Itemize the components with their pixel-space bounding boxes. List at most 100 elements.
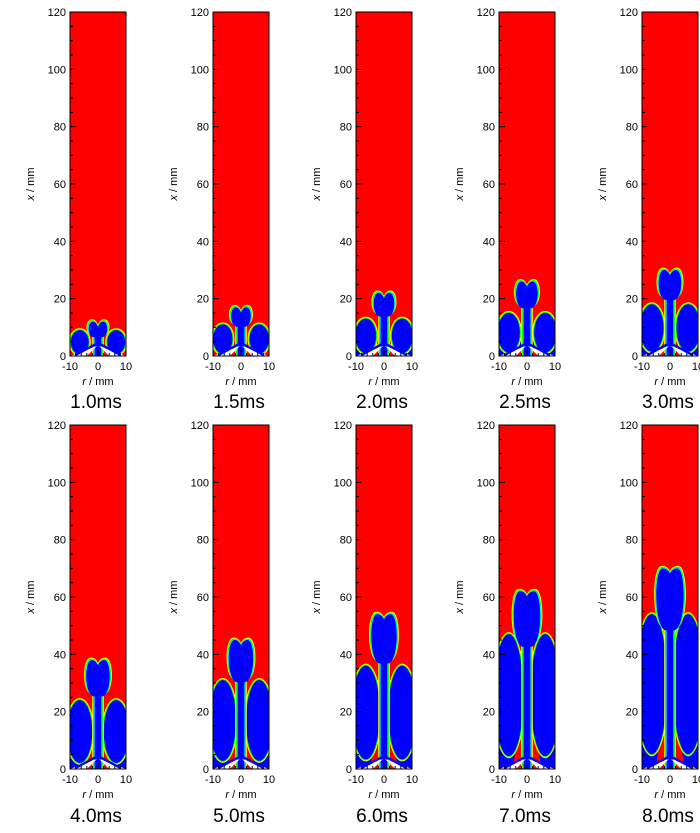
x-tick-label: -10 (491, 361, 507, 373)
left-lobe (356, 665, 380, 760)
y-axis-symbol: x (454, 195, 466, 202)
left-lobe (499, 634, 524, 757)
x-tick-label: 0 (667, 361, 673, 373)
x-tick-label: 0 (238, 361, 244, 373)
y-tick-label: 0 (346, 351, 352, 363)
field-layers (70, 12, 126, 356)
y-tick-label: 40 (54, 649, 66, 661)
y-tick-label: 20 (340, 294, 352, 306)
x-tick-label: 10 (406, 774, 418, 786)
x-tick-label: 0 (381, 361, 387, 373)
injector-jet-right (385, 756, 407, 769)
y-tick-label: 120 (334, 7, 352, 19)
y-tick-label: 40 (197, 649, 209, 661)
y-axis-title: x / mm (454, 581, 466, 615)
y-tick-label: 100 (334, 477, 352, 489)
x-axis-title: r / mm (368, 789, 399, 801)
y-tick-label: 60 (54, 592, 66, 604)
x-axis-unit: / mm (515, 789, 543, 801)
x-tick-label: -10 (62, 361, 78, 373)
x-axis-title: r / mm (511, 789, 542, 801)
x-axis-symbol: r (82, 376, 87, 388)
x-tick-label: 10 (120, 774, 132, 786)
y-tick-label: 80 (340, 535, 352, 547)
x-axis-symbol: r (225, 789, 230, 801)
x-tick-label: -10 (348, 361, 364, 373)
y-axis-unit: / mm (597, 168, 609, 196)
x-tick-label: 0 (95, 361, 101, 373)
injector (70, 756, 126, 769)
y-tick-label: 120 (191, 420, 209, 432)
y-tick-label: 20 (483, 707, 495, 719)
injector-jet-right (99, 343, 121, 356)
x-tick-label: 0 (667, 774, 673, 786)
field-layers (356, 12, 412, 356)
y-tick-label: 0 (489, 351, 495, 363)
y-tick-label: 120 (620, 420, 638, 432)
x-tick-label: -10 (634, 774, 650, 786)
injector-jet-right (671, 756, 693, 769)
y-axis-symbol: x (597, 195, 609, 202)
central-plume (228, 640, 254, 769)
central-plume (88, 321, 108, 356)
central-plume (656, 568, 684, 769)
y-tick-label: 0 (203, 351, 209, 363)
injector-jet-left (218, 343, 240, 356)
y-tick-label: 0 (632, 764, 638, 776)
y-tick-label: 0 (60, 764, 66, 776)
y-axis-symbol: x (168, 608, 180, 615)
injector-jet-right (242, 343, 264, 356)
x-axis-symbol: r (368, 376, 373, 388)
injector-jet-left (75, 343, 97, 356)
y-tick-label: 40 (626, 649, 638, 661)
field-layers (499, 425, 555, 769)
field-layers (499, 12, 555, 356)
right-lobe (107, 330, 126, 355)
x-tick-label: -10 (205, 361, 221, 373)
right-lobe (676, 304, 698, 352)
y-axis-title: x / mm (168, 581, 180, 615)
right-lobe (391, 318, 412, 353)
time-label: 1.5ms (213, 392, 265, 413)
time-label: 2.5ms (499, 392, 551, 413)
injector-jet-left (647, 343, 669, 356)
y-tick-label: 20 (54, 294, 66, 306)
y-tick-label: 100 (477, 477, 495, 489)
injector (356, 343, 412, 356)
x-tick-label: -10 (348, 774, 364, 786)
central-plume (658, 270, 682, 356)
y-tick-label: 0 (489, 764, 495, 776)
field-layers (642, 12, 698, 356)
injector-jet-left (504, 343, 526, 356)
y-axis-unit: / mm (168, 581, 180, 609)
y-tick-label: 20 (54, 707, 66, 719)
left-lobe (213, 324, 233, 354)
injector-jet-left (361, 756, 383, 769)
y-tick-label: 20 (340, 707, 352, 719)
time-label: 7.0ms (499, 806, 551, 827)
x-tick-label: 0 (95, 774, 101, 786)
injector-jet-right (671, 343, 693, 356)
x-axis-unit: / mm (658, 376, 686, 388)
x-axis-unit: / mm (372, 789, 400, 801)
y-tick-label: 100 (334, 64, 352, 76)
time-label: 4.0ms (70, 806, 122, 827)
time-label: 1.0ms (70, 392, 122, 413)
y-tick-label: 120 (477, 420, 495, 432)
injector (356, 756, 412, 769)
injector-jet-left (218, 756, 240, 769)
y-axis-title: x / mm (168, 168, 180, 202)
x-axis-symbol: r (654, 789, 659, 801)
y-axis-symbol: x (25, 608, 37, 615)
background-field (70, 12, 126, 356)
y-tick-label: 80 (626, 122, 638, 134)
x-tick-label: 10 (406, 361, 418, 373)
left-lobe (356, 318, 377, 353)
y-tick-label: 80 (54, 122, 66, 134)
